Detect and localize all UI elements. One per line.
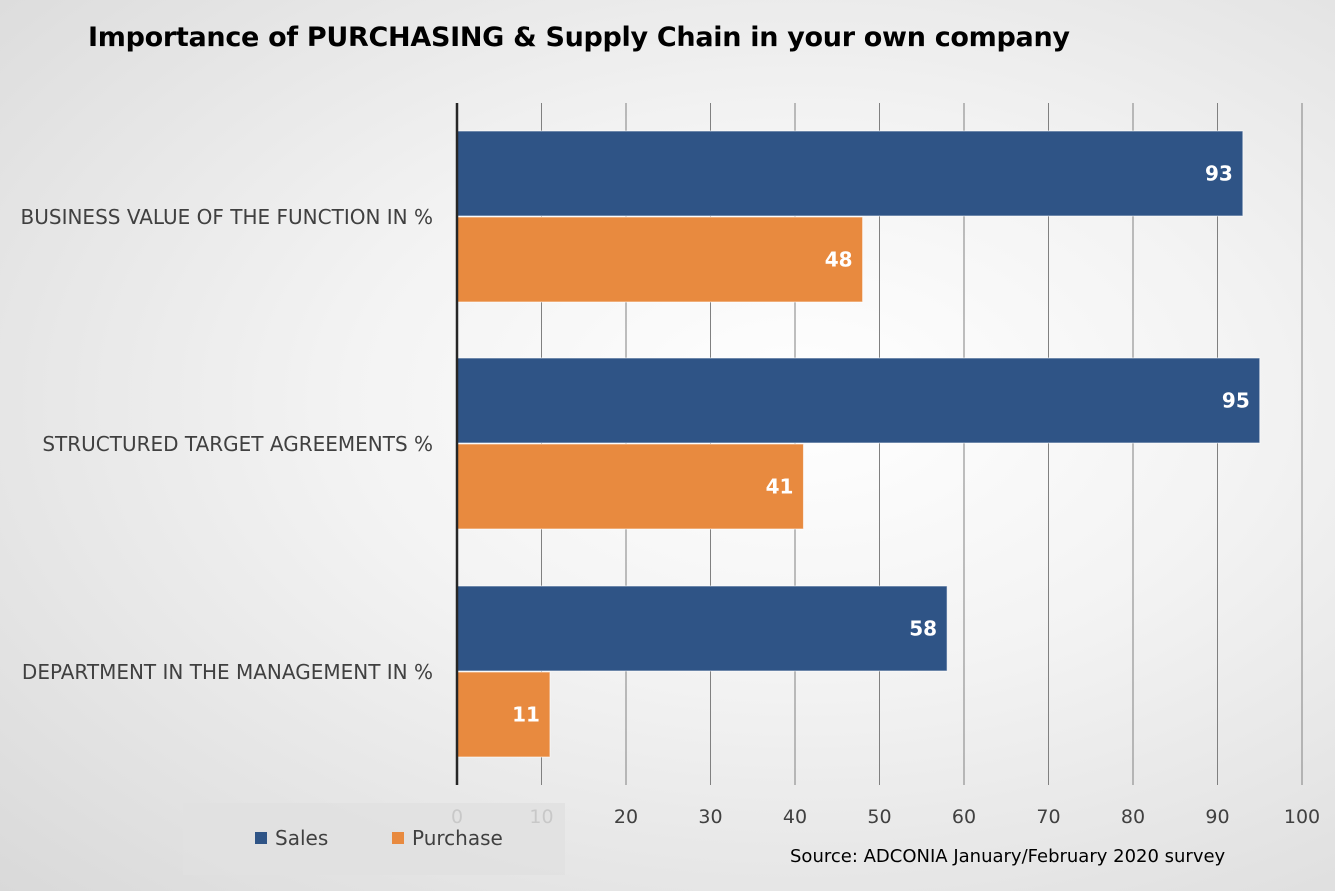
category-label-2: STRUCTURED TARGET AGREEMENTS % — [42, 432, 433, 456]
data-label-sales-2: 95 — [1222, 389, 1250, 413]
bar-sales-2 — [456, 357, 1261, 444]
data-label-purchase-3: 11 — [512, 703, 540, 727]
data-label-sales-3: 58 — [909, 617, 937, 641]
chart-title: Importance of PURCHASING & Supply Chain … — [88, 22, 1070, 53]
legend-item-purchase: Purchase — [392, 826, 503, 850]
x-tick-label-50: 50 — [867, 806, 891, 828]
x-tick-label-30: 30 — [698, 806, 722, 828]
bars-layer — [456, 130, 1261, 758]
source-note: Source: ADCONIA January/February 2020 su… — [790, 846, 1226, 867]
x-tick-label-80: 80 — [1121, 806, 1145, 828]
x-tick-label-20: 20 — [614, 806, 638, 828]
data-label-purchase-2: 41 — [766, 475, 794, 499]
legend-item-sales: Sales — [255, 826, 328, 850]
data-label-sales-1: 93 — [1205, 162, 1233, 186]
legend-label-purchase: Purchase — [412, 826, 503, 850]
bar-purchase-2 — [456, 443, 804, 530]
legend-label-sales: Sales — [275, 826, 329, 850]
bar-purchase-3 — [456, 671, 551, 758]
x-tick-label-40: 40 — [783, 806, 807, 828]
bar-purchase-1 — [456, 216, 864, 303]
bar-sales-3 — [456, 585, 948, 672]
x-tick-label-60: 60 — [952, 806, 976, 828]
legend — [183, 803, 565, 875]
legend-swatch-purchase — [392, 832, 404, 844]
legend-swatch-sales — [255, 832, 267, 844]
data-label-purchase-1: 48 — [825, 248, 853, 272]
labels-layer: 0102030405060708090100BUSINESS VALUE OF … — [21, 162, 1321, 829]
x-tick-label-100: 100 — [1284, 806, 1320, 828]
bar-sales-1 — [456, 130, 1244, 217]
category-label-1: BUSINESS VALUE OF THE FUNCTION IN % — [21, 205, 433, 229]
category-label-3: DEPARTMENT IN THE MANAGEMENT IN % — [22, 660, 433, 684]
x-tick-label-90: 90 — [1205, 806, 1229, 828]
x-tick-label-70: 70 — [1036, 806, 1060, 828]
